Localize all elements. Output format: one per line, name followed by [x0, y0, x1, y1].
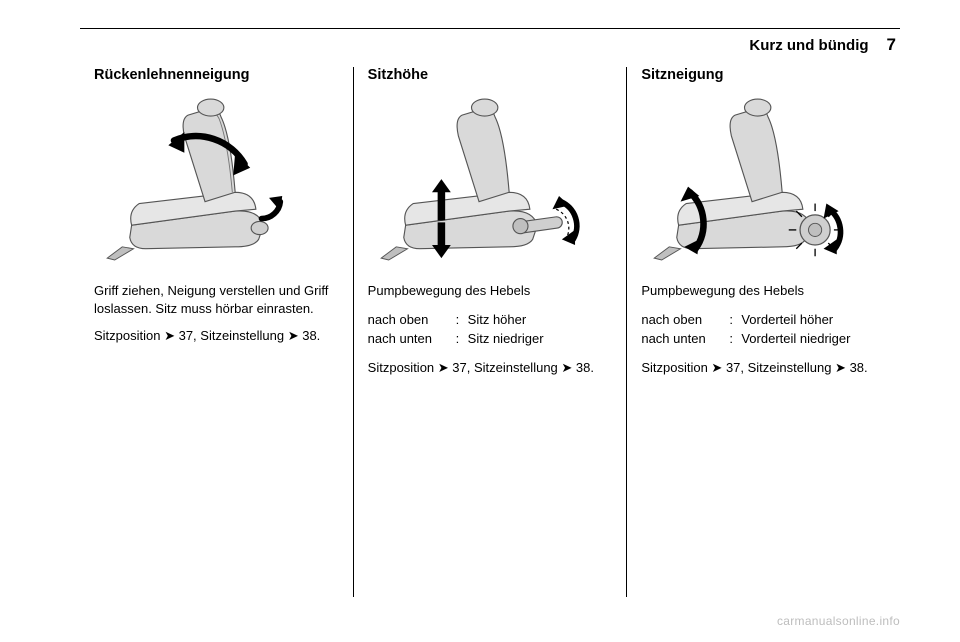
- refs-backrest: Sitzposition ➤ 37, Sitzeinstellung ➤ 38.: [94, 327, 339, 345]
- manual-page: Kurz und bündig 7 Rückenlehnenneigung: [0, 0, 960, 642]
- watermark: carmanualsonline.info: [777, 614, 900, 628]
- top-rule: [80, 28, 900, 29]
- list-item: nach unten : Sitz niedriger: [368, 329, 613, 349]
- figure-tilt: [641, 93, 886, 268]
- page-number: 7: [887, 35, 896, 55]
- chapter-title: Kurz und bündig: [749, 37, 868, 54]
- heading-tilt: Sitzneigung: [641, 67, 886, 83]
- colon: :: [456, 329, 468, 349]
- intro-height: Pumpbewegung des Hebels: [368, 282, 613, 300]
- refs-tilt: Sitzposition ➤ 37, Sitzeinstellung ➤ 38.: [641, 359, 886, 377]
- deflist-tilt: nach oben : Vorderteil höher nach unten …: [641, 310, 886, 349]
- column-height: Sitzhöhe: [353, 67, 627, 597]
- term: nach unten: [368, 329, 456, 349]
- list-item: nach unten : Vorderteil niedriger: [641, 329, 886, 349]
- definition: Vorderteil niedriger: [741, 329, 850, 349]
- definition: Vorderteil höher: [741, 310, 833, 330]
- content-columns: Rückenlehnenneigung: [80, 67, 900, 597]
- term: nach unten: [641, 329, 729, 349]
- term: nach oben: [368, 310, 456, 330]
- list-item: nach oben : Vorderteil höher: [641, 310, 886, 330]
- refs-height: Sitzposition ➤ 37, Sitzeinstellung ➤ 38.: [368, 359, 613, 377]
- definition: Sitz höher: [468, 310, 527, 330]
- figure-height: [368, 93, 613, 268]
- list-item: nach oben : Sitz höher: [368, 310, 613, 330]
- seat-backrest-icon: [94, 93, 339, 268]
- figure-backrest: [94, 93, 339, 268]
- definition: Sitz niedriger: [468, 329, 544, 349]
- column-tilt: Sitzneigung: [626, 67, 900, 597]
- intro-tilt: Pumpbewegung des Hebels: [641, 282, 886, 300]
- colon: :: [729, 329, 741, 349]
- body-backrest: Griff ziehen, Neigung verstellen und Gri…: [94, 282, 339, 317]
- heading-backrest: Rückenlehnenneigung: [94, 67, 339, 83]
- term: nach oben: [641, 310, 729, 330]
- colon: :: [456, 310, 468, 330]
- seat-tilt-icon: [641, 93, 886, 268]
- deflist-height: nach oben : Sitz höher nach unten : Sitz…: [368, 310, 613, 349]
- page-header: Kurz und bündig 7: [80, 35, 900, 55]
- colon: :: [729, 310, 741, 330]
- seat-height-icon: [368, 93, 613, 268]
- column-backrest: Rückenlehnenneigung: [80, 67, 353, 597]
- heading-height: Sitzhöhe: [368, 67, 613, 83]
